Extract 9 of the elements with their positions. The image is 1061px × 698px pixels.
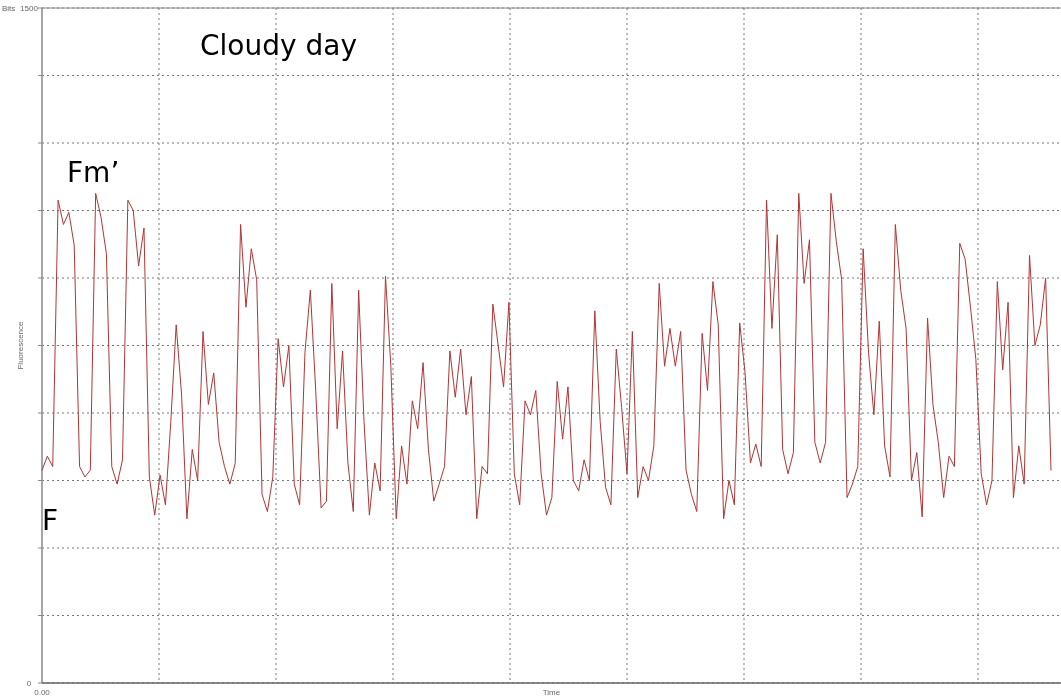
y-tick-label: 1500 xyxy=(20,3,39,13)
annotation: F xyxy=(42,504,59,537)
annotation: Fm’ xyxy=(67,156,120,189)
text: Bits xyxy=(2,4,16,13)
x-tick-label: 0.00 xyxy=(34,688,51,697)
y-tick-label: 0 xyxy=(26,678,32,688)
y-axis-title: Fluorescence xyxy=(15,320,25,370)
x-axis-title: Time xyxy=(542,688,561,697)
annotation: Cloudy day xyxy=(200,29,357,62)
